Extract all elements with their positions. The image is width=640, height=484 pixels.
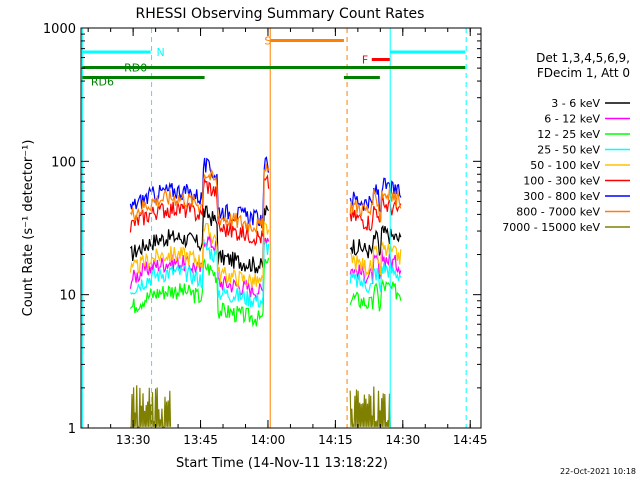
tick-layer: 13:30 13:45 14:00 14:15 14:30 14:45 1 10 100 1000 [43,22,488,447]
series-line [350,240,402,278]
flag-segment-label: S [264,35,271,48]
series-line [349,386,391,428]
series-layer [129,156,402,428]
series-line [129,239,270,308]
footer-date: 22-Oct-2021 10:18 [560,467,636,476]
series-line [349,224,402,259]
series-line [129,174,270,247]
series-line [349,195,402,232]
x-tick-label: 13:30 [116,433,151,447]
y-tick-label: 10 [59,289,76,304]
legend-label: 3 - 6 keV [551,97,600,110]
series-line [130,385,172,428]
chart-title: RHESSI Observing Summary Count Rates [136,6,425,22]
series-line [349,187,402,223]
series-line [349,249,402,284]
y-tick-label: 1 [68,422,76,437]
legend-label: 6 - 12 keV [544,113,600,126]
x-tick-label: 14:45 [453,433,488,447]
x-tick-label: 14:00 [251,433,286,447]
legend-label: 100 - 300 keV [523,175,600,188]
legend-label: 800 - 7000 keV [516,206,600,219]
series-line [129,257,270,328]
y-axis-label: Count Rate (s⁻¹ detector⁻¹) [21,140,36,317]
legend-label: 50 - 100 keV [530,159,600,172]
series-line [349,278,402,312]
legend-label: 300 - 800 keV [523,190,600,203]
x-tick-label: 14:15 [318,433,353,447]
series-line [349,262,402,294]
legend: Det 1,3,4,5,6,9, FDecim 1, Att 0 3 - 6 k… [502,51,630,234]
y-tick-label: 1000 [43,22,76,37]
legend-entries: 3 - 6 keV 6 - 12 keV 12 - 25 keV 25 - 50 ke… [502,97,630,234]
flag-segment-label: F [362,54,368,67]
legend-title-line-2: FDecim 1, Att 0 [537,66,630,80]
series-line [129,163,270,235]
marker-layer [81,28,467,428]
segment-layer: S F N RD0 RD6 [82,35,466,89]
flag-segment-label: RD0 [124,62,147,75]
x-tick-label: 13:45 [183,433,218,447]
legend-title-line-1: Det 1,3,4,5,6,9, [536,51,630,65]
series-line [129,156,270,229]
legend-label: 25 - 50 keV [537,144,600,157]
legend-label: 7000 - 15000 keV [502,221,600,234]
series-line [129,220,270,289]
flag-segment-label: N [157,46,165,59]
legend-label: 12 - 25 keV [537,128,600,141]
x-axis-label: Start Time (14-Nov-11 13:18:22) [176,456,388,471]
plot-frame [80,27,482,429]
flag-segment-label: RD6 [91,76,114,89]
x-tick-label: 14:30 [386,433,421,447]
y-tick-label: 100 [51,155,76,170]
series-line [349,177,402,214]
series-line [129,205,270,274]
